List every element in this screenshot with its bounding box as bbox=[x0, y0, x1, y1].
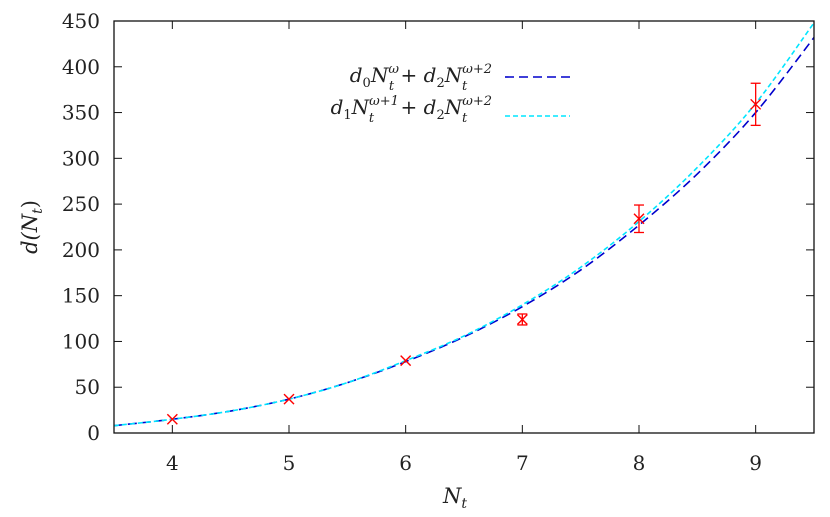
data-point bbox=[400, 355, 412, 367]
x-tick-label: 9 bbox=[749, 451, 762, 475]
x-tick-label: 8 bbox=[633, 451, 646, 475]
x-axis-title: Nt bbox=[442, 484, 467, 512]
y-tick-label: 200 bbox=[62, 238, 100, 262]
y-tick-label: 250 bbox=[62, 192, 100, 216]
plot-frame bbox=[113, 20, 815, 434]
x-tick-label: 5 bbox=[283, 451, 296, 475]
y-tick-label: 300 bbox=[62, 146, 100, 170]
data-points bbox=[166, 82, 762, 425]
y-axis-title: d(Nt) bbox=[18, 200, 46, 254]
data-point bbox=[516, 313, 528, 326]
fit-curves bbox=[114, 22, 814, 427]
data-point bbox=[633, 204, 645, 234]
legend-label-1: d0Nω t + d2Nω+2 t bbox=[350, 62, 492, 94]
legend-entry-2: d1Nω+1 t + d2Nω+2 t bbox=[331, 94, 570, 126]
y-tick-label: 150 bbox=[62, 284, 100, 308]
x-marker-b bbox=[400, 355, 412, 367]
x-marker-b bbox=[516, 313, 528, 325]
y-tick-label: 350 bbox=[62, 101, 100, 125]
data-point bbox=[283, 393, 295, 405]
x-tick-label: 4 bbox=[166, 451, 179, 475]
x-tick-label: 6 bbox=[399, 451, 412, 475]
legend-label-2: d1Nω+1 t + d2Nω+2 t bbox=[331, 94, 492, 126]
data-point bbox=[750, 82, 762, 127]
x-marker-b bbox=[166, 413, 178, 425]
data-point bbox=[166, 413, 178, 425]
legend: d0Nω t + d2Nω+2 t d1Nω+1 t + d2Nω+2 t bbox=[331, 62, 570, 126]
legend-entry-1: d0Nω t + d2Nω+2 t bbox=[350, 62, 570, 94]
x-marker-b bbox=[750, 98, 762, 110]
fit-curve-2 bbox=[114, 22, 814, 427]
y-tick-label: 50 bbox=[75, 375, 100, 399]
y-tick-label: 450 bbox=[62, 9, 100, 33]
x-marker-b bbox=[633, 213, 645, 225]
x-marker-b bbox=[283, 393, 295, 405]
y-tick-label: 0 bbox=[87, 421, 100, 445]
tick-labels: 4 5 6 7 8 9 0 50 100 150 200 250 300 350 400 450 bbox=[62, 9, 762, 475]
y-tick-label: 400 bbox=[62, 55, 100, 79]
x-tick-label: 7 bbox=[516, 451, 529, 475]
axes-frame bbox=[113, 20, 815, 434]
y-tick-label: 100 bbox=[62, 329, 100, 353]
